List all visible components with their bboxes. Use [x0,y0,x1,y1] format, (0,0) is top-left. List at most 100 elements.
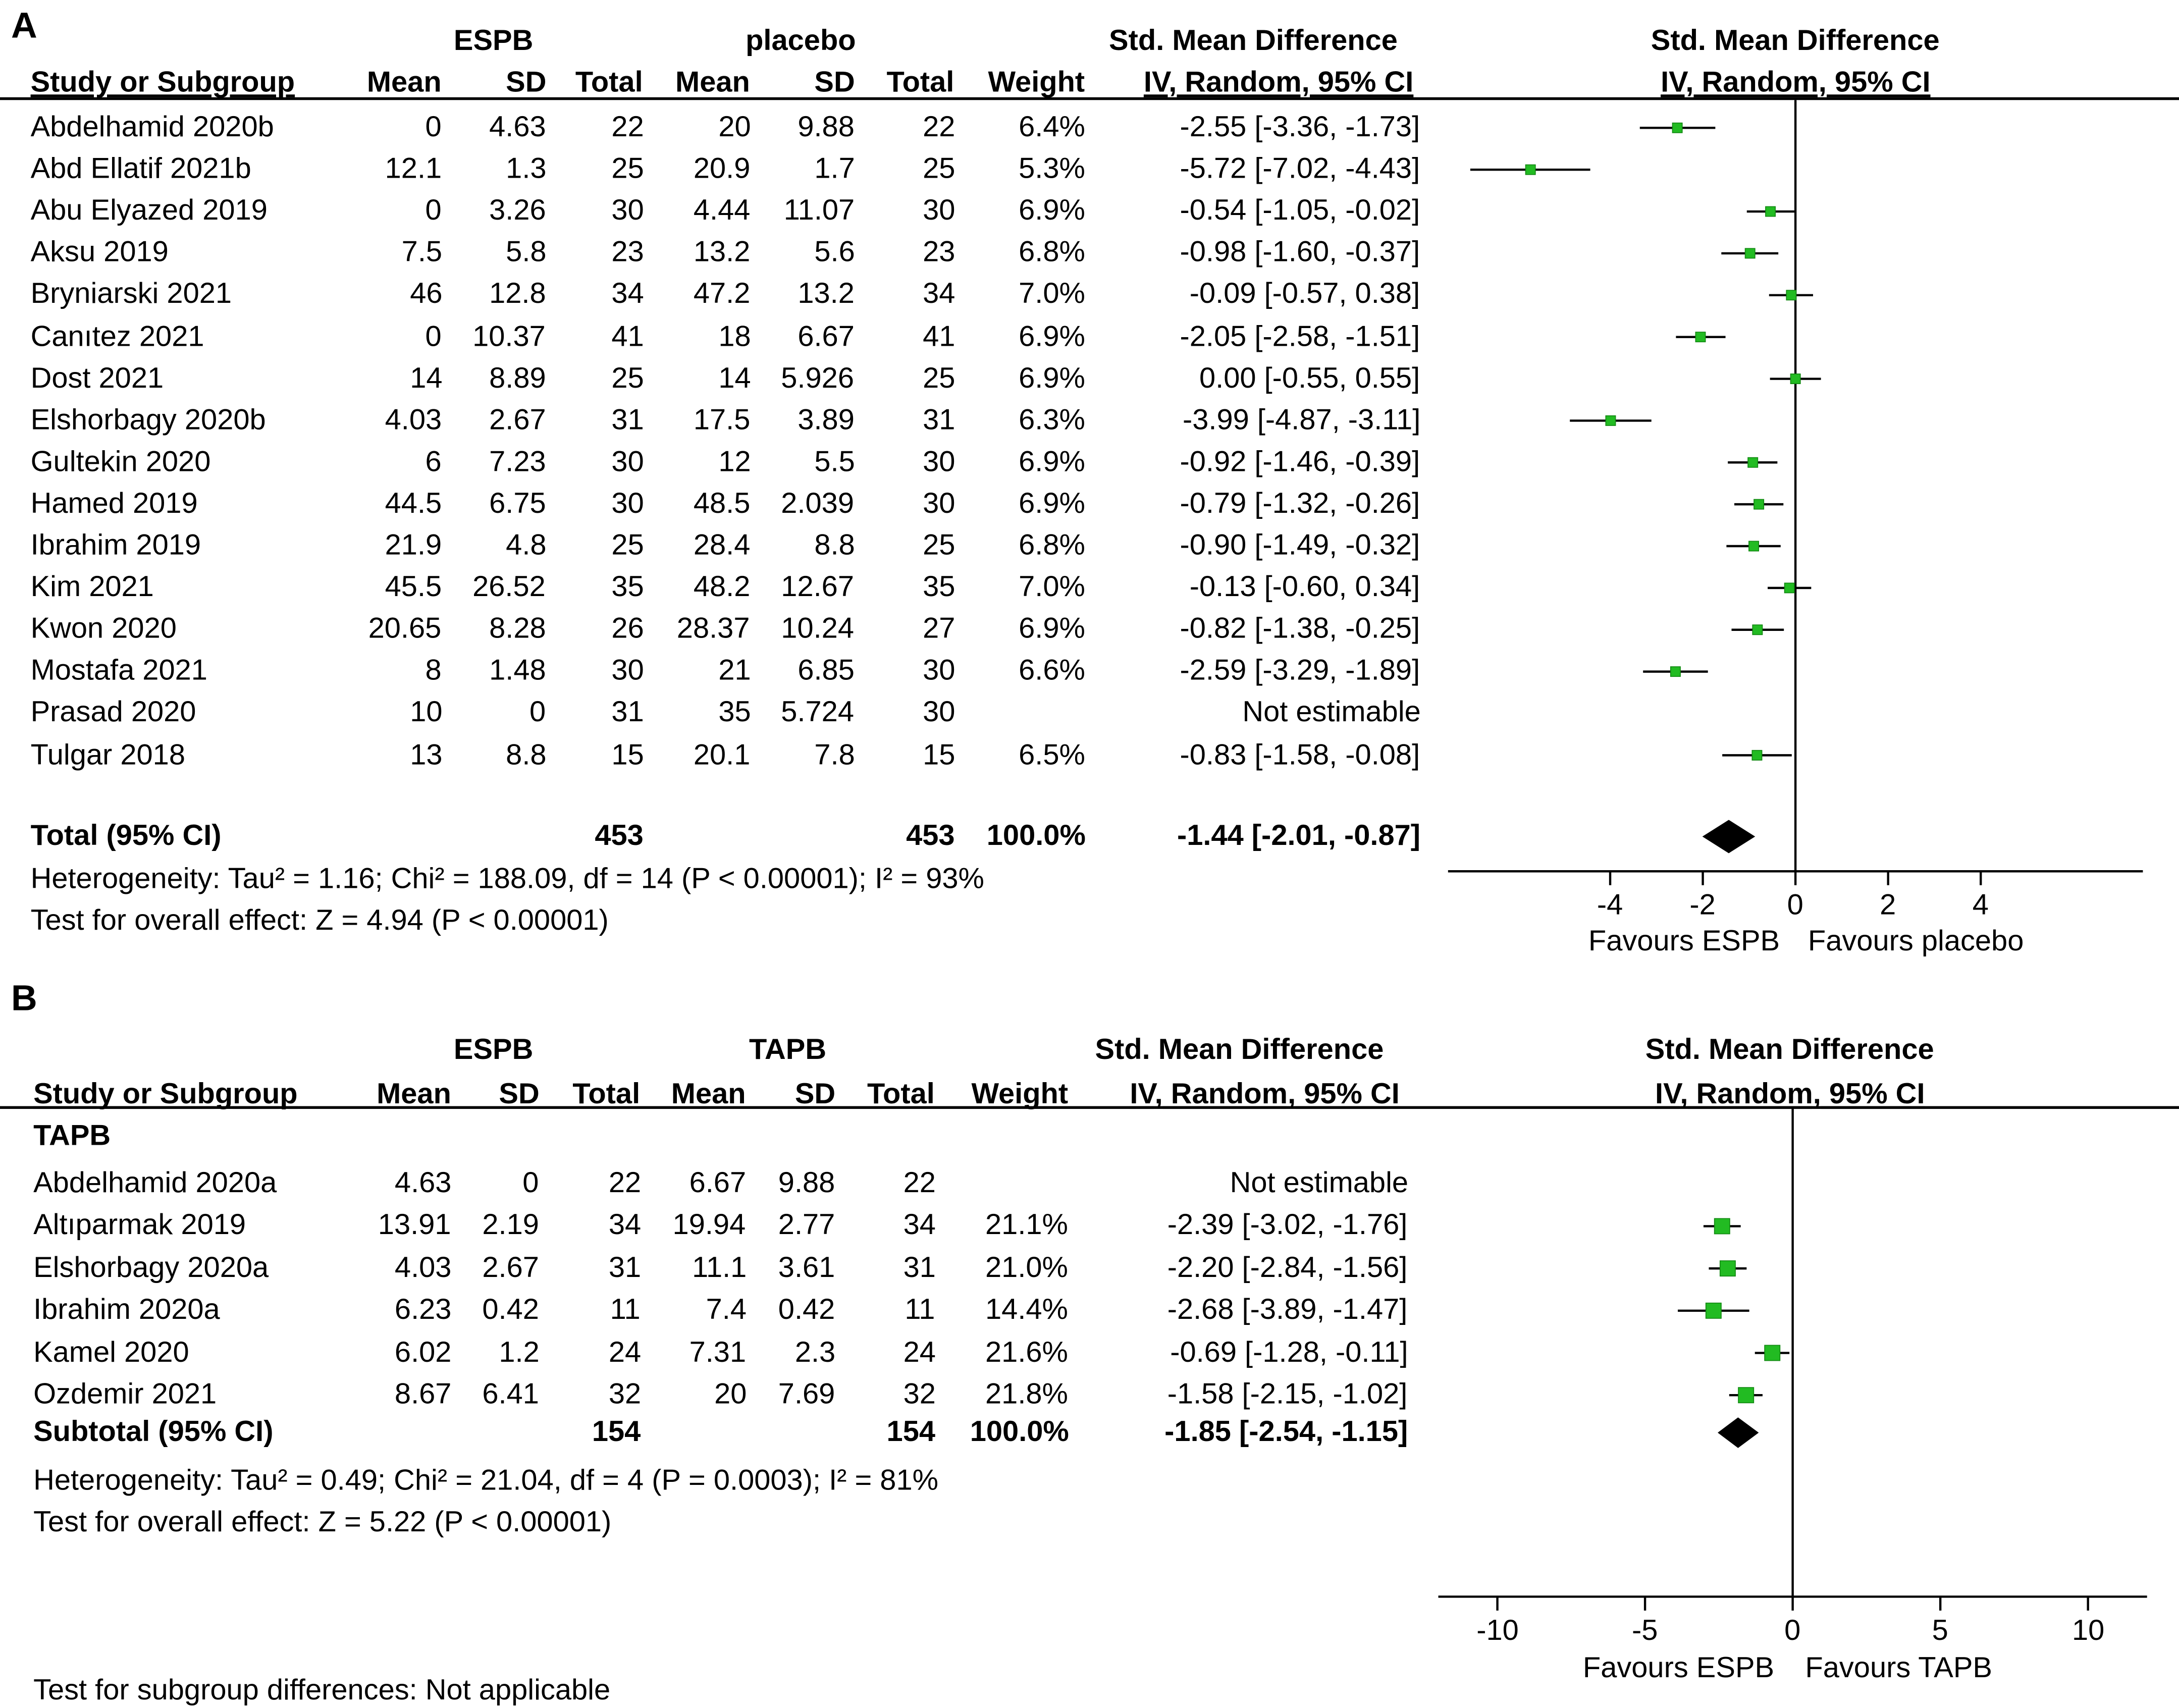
x-tick-label: -4 [1597,889,1623,922]
study-point [1786,290,1797,301]
experimental-mean: 4.03 [394,1252,452,1284]
study-name: Kamel 2020 [33,1336,189,1368]
forest-plot [1438,1109,2147,1611]
panel-a: A ESPB placebo Std. Mean Difference Std. Mea… [0,7,2179,957]
study-weight: 6.9% [1019,446,1085,478]
control-mean: 28.4 [693,529,751,562]
experimental-mean: 21.9 [385,529,442,562]
experimental-total: 32 [608,1378,642,1411]
control-mean: 17.5 [693,404,751,436]
study-weight: 6.5% [1019,738,1085,771]
total-weight: 100.0% [970,1416,1069,1448]
control-sd: 7.69 [778,1378,835,1411]
control-total: 35 [923,571,955,604]
experimental-mean: 6.23 [394,1294,452,1326]
study-name: Abu Elyazed 2019 [30,194,268,227]
study-name: Kwon 2020 [30,613,177,646]
experimental-sd: 4.8 [506,529,547,562]
experimental-sd: 8.8 [506,738,547,771]
column-header-mean: Mean [366,67,442,99]
control-sd: 3.61 [778,1252,835,1284]
study-effect-ci: 0.00 [-0.55, 0.55] [1199,362,1420,394]
experimental-sd: 0.42 [482,1294,539,1326]
study-name: Kim 2021 [30,571,154,604]
study-name: Ozdemir 2021 [33,1378,217,1411]
plot-header-line1: Std. Mean Difference [1645,1034,1934,1066]
study-name: Abdelhamid 2020a [33,1167,277,1200]
study-weight: 7.0% [1019,278,1085,311]
control-sd: 2.77 [778,1209,835,1242]
experimental-total: 30 [611,446,644,478]
study-point [1752,624,1763,635]
control-mean: 14 [718,362,751,394]
experimental-mean: 4.63 [394,1167,452,1200]
column-header-sd: SD [499,1078,540,1110]
study-point [1738,1387,1755,1404]
experimental-total: 31 [611,697,644,729]
plot-header-line2: IV, Random, 95% CI [1655,1078,1925,1110]
study-weight: 14.4% [985,1294,1068,1326]
control-sd: 10.24 [781,613,855,646]
control-total: 31 [903,1252,936,1284]
control-mean: 21 [718,655,751,687]
column-header-mean: Mean [377,1078,451,1110]
experimental-total: 22 [611,111,644,143]
experimental-sd: 2.67 [489,404,546,436]
experimental-sd: 7.23 [489,446,546,478]
total-effect-ci: -1.44 [-2.01, -0.87] [1177,820,1421,852]
study-point [1719,1260,1736,1277]
study-name: Dost 2021 [30,362,164,394]
study-weight: 7.0% [1019,571,1085,604]
experimental-sd: 26.52 [472,571,546,604]
control-sd: 5.6 [814,236,855,269]
control-mean: 18 [718,320,751,352]
favours-left-label: Favours ESPB [1588,925,1780,957]
study-effect-ci: -0.90 [-1.49, -0.32] [1180,529,1420,562]
study-effect-ci: -0.69 [-1.28, -0.11] [1170,1336,1408,1368]
experimental-mean: 0 [425,320,442,352]
control-total: 30 [923,697,955,729]
panel-label: B [11,977,37,1019]
study-effect-ci: -3.99 [-4.87, -3.11] [1182,404,1421,436]
x-tick-label: -5 [1631,1615,1658,1647]
experimental-total: 34 [611,278,644,311]
study-weight: 6.9% [1019,488,1085,520]
total-label: Subtotal (95% CI) [33,1416,274,1448]
experimental-total: 31 [611,404,644,436]
control-total: 25 [923,153,955,185]
control-total: 31 [923,404,955,436]
experimental-sd: 12.8 [489,278,546,311]
study-effect-ci: -0.13 [-0.60, 0.34] [1189,571,1420,604]
experimental-mean: 13 [410,738,443,771]
total-label: Total (95% CI) [30,820,222,852]
experimental-mean: 8.67 [394,1378,452,1411]
control-sd: 11.07 [783,194,855,227]
total-experimental: 154 [592,1416,641,1448]
study-effect-ci: -5.72 [-7.02, -4.43] [1180,153,1420,185]
control-total: 34 [923,278,955,311]
experimental-mean: 0 [425,194,442,227]
x-tick-label: 0 [1784,1615,1801,1647]
experimental-total: 30 [611,488,644,520]
study-weight: 21.0% [985,1252,1068,1284]
experimental-total: 41 [611,320,644,352]
study-effect-ci: -2.05 [-2.58, -1.51] [1180,320,1420,352]
plot-header-line1: Std. Mean Difference [1651,25,1940,57]
experimental-sd: 8.89 [489,362,546,394]
control-sd: 6.67 [798,320,855,352]
subgroup-label: TAPB [33,1120,111,1152]
study-point [1714,1218,1730,1235]
total-control: 154 [886,1416,936,1448]
study-effect-ci: -0.82 [-1.38, -0.25] [1180,613,1420,646]
experimental-mean: 20.65 [368,613,442,646]
group-header-experimental: ESPB [453,25,534,57]
study-name: Elshorbagy 2020a [33,1252,269,1284]
control-total: 30 [923,488,955,520]
experimental-mean: 14 [410,362,443,394]
control-mean: 47.2 [693,278,751,311]
control-sd: 5.5 [814,446,855,478]
x-tick-label: -10 [1476,1615,1519,1647]
experimental-sd: 1.2 [499,1336,540,1368]
control-sd: 2.3 [794,1336,836,1368]
study-weight: 6.8% [1019,236,1085,269]
